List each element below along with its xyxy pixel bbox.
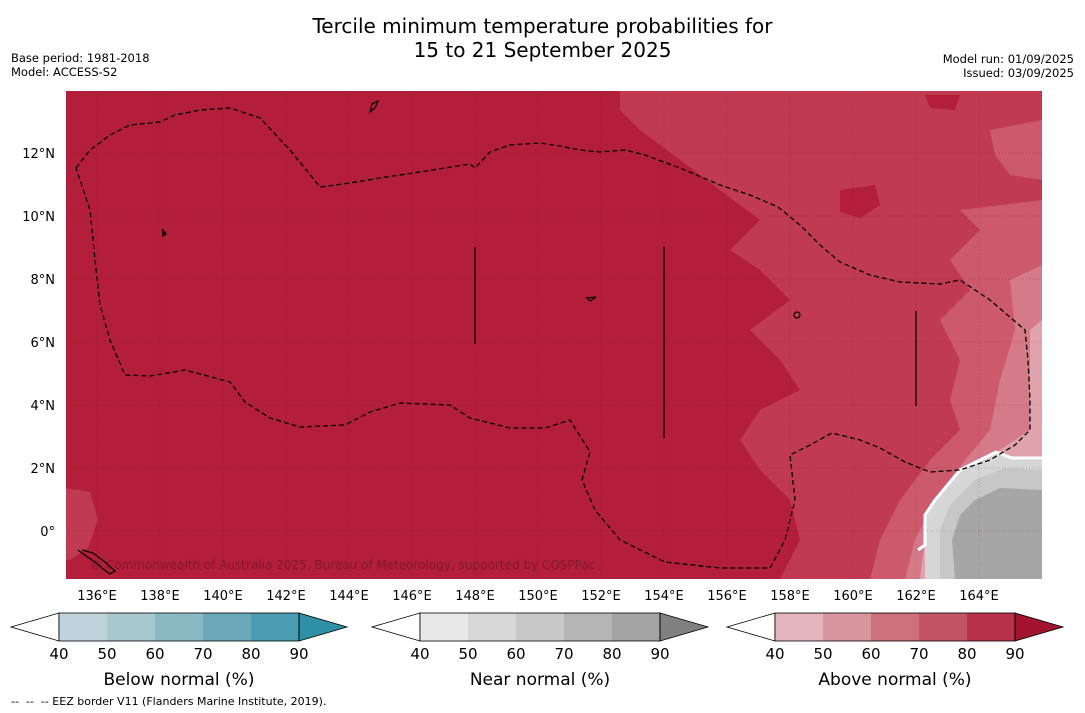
title-line-1: Tercile minimum temperature probabilitie… (312, 14, 773, 38)
colorbar-tick: 80 (241, 645, 260, 663)
colorbar-title: Above normal (%) (818, 670, 971, 690)
lat-label: 4°N (31, 399, 56, 414)
colorbar-near: 40 50 60 70 80 90 Near normal (%) (370, 612, 710, 690)
gridlines (66, 91, 1042, 579)
lat-label: 10°N (22, 210, 55, 225)
colorbar-tick: 40 (410, 645, 429, 663)
lat-label: 6°N (31, 336, 56, 351)
colorbar-tick: 70 (193, 645, 212, 663)
colorbar-swatch (420, 613, 468, 641)
region-above-90-blob-1 (840, 185, 880, 218)
colorbar-swatch (155, 613, 203, 641)
islands (77, 99, 917, 575)
model-run: Model run: 01/09/2025 (942, 52, 1074, 66)
colorbar-swatch (919, 613, 967, 641)
lon-label: 146°E (392, 589, 432, 604)
base-period: Base period: 1981-2018 (11, 51, 150, 65)
colorbar-extend-low (725, 612, 776, 642)
lon-label: 162°E (896, 589, 936, 604)
colorbar-title: Below normal (%) (104, 670, 255, 690)
lon-label: 156°E (707, 589, 747, 604)
region-near-70 (952, 488, 1042, 579)
colorbar-extend-high (298, 612, 349, 642)
meta-right: Model run: 01/09/2025 Issued: 03/09/2025 (943, 52, 1074, 80)
lon-label: 142°E (266, 589, 306, 604)
colorbar-tick: 90 (650, 645, 669, 663)
lon-label: 148°E (455, 589, 495, 604)
colorbar-swatch (823, 613, 871, 641)
colorbar-tick: 50 (813, 645, 832, 663)
colorbar-tick: 90 (289, 645, 308, 663)
colorbar-tick: 60 (145, 645, 164, 663)
coastline-white (917, 450, 1042, 552)
colorbar-tick: 60 (506, 645, 525, 663)
colorbar-above: 40 50 60 70 80 90 Above normal (%) (725, 612, 1065, 690)
lat-label: 12°N (22, 147, 55, 162)
colorbar-swatch (516, 613, 564, 641)
lon-label: 138°E (140, 589, 180, 604)
lon-label: 152°E (581, 589, 621, 604)
lon-label: 150°E (518, 589, 558, 604)
colorbar-tick: 50 (458, 645, 477, 663)
lon-axis: 136°E 138°E 140°E 142°E 144°E 146°E 148°… (77, 589, 999, 604)
region-above-90-blob-2 (925, 95, 960, 110)
lon-label: 136°E (77, 589, 117, 604)
colorbar-tick: 70 (909, 645, 928, 663)
probability-field (66, 91, 1042, 579)
lon-label: 158°E (770, 589, 810, 604)
colorbar-swatch (107, 613, 155, 641)
colorbar-swatch (59, 613, 107, 641)
colorbar-tick: 90 (1005, 645, 1024, 663)
colorbar-swatch (468, 613, 516, 641)
colorbar-below: 40 50 60 70 80 90 Below normal (%) (9, 612, 349, 690)
lon-label: 144°E (329, 589, 369, 604)
eez-border (75, 107, 1031, 569)
colorbar-tick: 40 (765, 645, 784, 663)
lon-label: 154°E (644, 589, 684, 604)
lon-label: 164°E (959, 589, 999, 604)
colorbar-extend-low (9, 612, 60, 642)
colorbar-tick: 80 (957, 645, 976, 663)
region-above-80-small (66, 488, 98, 560)
colorbar-tick: 80 (602, 645, 621, 663)
model-name: Model: ACCESS-S2 (11, 65, 118, 79)
colorbar-swatch (251, 613, 299, 641)
colorbar-swatch (203, 613, 251, 641)
colorbar-title: Near normal (%) (470, 670, 610, 690)
title-line-2: 15 to 21 September 2025 (413, 38, 672, 62)
region-above-70-ne (990, 120, 1042, 180)
colorbar-swatch (871, 613, 919, 641)
lat-axis: 12°N 10°N 8°N 6°N 4°N 2°N 0° (22, 147, 55, 540)
colorbar-swatch (775, 613, 823, 641)
colorbar-extend-high (1014, 612, 1065, 642)
colorbar-swatch (967, 613, 1015, 641)
map-title: Tercile minimum temperature probabilitie… (0, 14, 1085, 62)
lat-label: 0° (40, 525, 55, 540)
colorbar-swatch (564, 613, 612, 641)
lon-label: 160°E (833, 589, 873, 604)
colorbar-tick: 40 (49, 645, 68, 663)
lat-label: 8°N (31, 273, 56, 288)
colorbar-extend-low (370, 612, 421, 642)
colorbar-tick: 50 (97, 645, 116, 663)
colorbar-extend-high (659, 612, 710, 642)
lon-label: 140°E (203, 589, 243, 604)
meta-left: Base period: 1981-2018 Model: ACCESS-S2 (11, 51, 150, 79)
eez-footnote: -- -- -- EEZ border V11 (Flanders Marine… (11, 695, 327, 708)
lat-label: 2°N (31, 462, 56, 477)
issued-date: Issued: 03/09/2025 (963, 66, 1074, 80)
copyright-notice: © Commonwealth of Australia 2025, Bureau… (90, 558, 596, 572)
colorbar-swatch (612, 613, 660, 641)
colorbar-tick: 70 (554, 645, 573, 663)
colorbar-tick: 60 (861, 645, 880, 663)
